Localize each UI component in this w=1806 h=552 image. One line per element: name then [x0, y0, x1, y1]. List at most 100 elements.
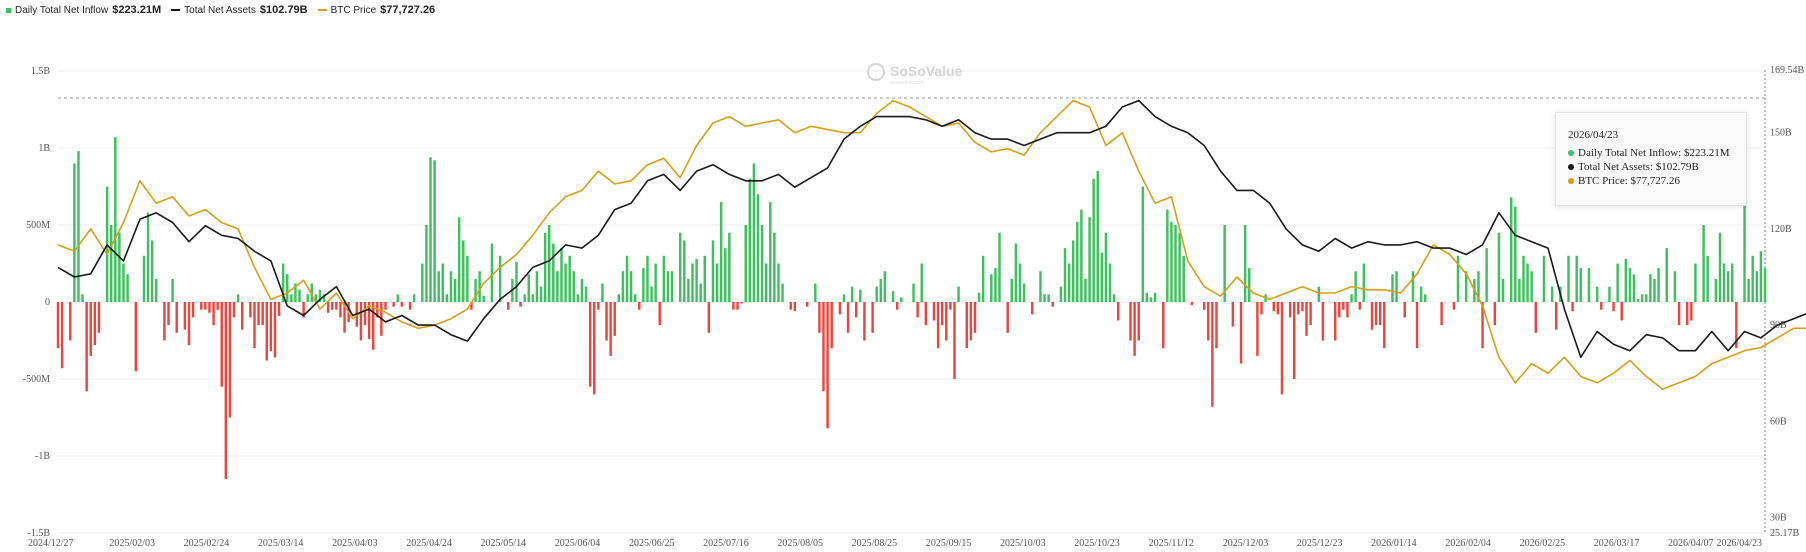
bar — [1378, 302, 1382, 326]
bar — [1088, 217, 1091, 302]
bar — [1022, 283, 1026, 302]
bar — [1718, 232, 1722, 302]
bar — [318, 289, 322, 302]
bar — [588, 302, 592, 387]
bar — [212, 302, 215, 326]
x-tick-label: 2025/02/03 — [109, 538, 155, 549]
bar — [1100, 252, 1104, 302]
bar — [1031, 302, 1034, 315]
bar — [748, 178, 752, 302]
bar — [326, 302, 330, 313]
bar — [232, 302, 236, 318]
bar — [1616, 263, 1619, 302]
bar — [1112, 294, 1116, 302]
bar — [732, 302, 735, 310]
bar — [1419, 286, 1423, 302]
bar — [1645, 294, 1648, 302]
bar — [863, 302, 866, 341]
watermark-sub: sosovalue.com — [890, 80, 923, 86]
bar — [1178, 232, 1181, 302]
bar — [895, 302, 899, 310]
total-net-assets-line — [57, 99, 1806, 359]
tooltip-assets-label: Total Net Assets: $102.79B — [1578, 161, 1699, 173]
x-tick-label: 2025/02/24 — [184, 538, 230, 549]
y-left-tick-label: -1.5B — [28, 528, 51, 539]
bar — [1481, 302, 1484, 349]
bar — [343, 302, 346, 333]
bar — [703, 255, 707, 302]
bar — [920, 263, 923, 302]
bar — [973, 302, 977, 333]
y-left-tick-label: -500M — [23, 374, 50, 385]
bar — [412, 294, 416, 302]
bar — [1677, 302, 1681, 326]
bar — [294, 283, 297, 302]
x-tick-label: 2025/12/23 — [1297, 538, 1343, 549]
bar — [1731, 263, 1734, 302]
bar — [1215, 302, 1218, 349]
legend-item-2[interactable]: BTC Price $77,727.26 — [317, 4, 435, 16]
x-tick-label: 2025/04/03 — [332, 538, 378, 549]
bar — [1411, 271, 1415, 302]
bar — [498, 255, 502, 302]
bar — [1260, 302, 1263, 315]
bar — [1374, 302, 1378, 326]
bar — [163, 302, 166, 341]
bar — [601, 283, 604, 302]
bar — [1415, 302, 1419, 349]
bar — [224, 302, 228, 480]
bar — [1288, 302, 1292, 318]
bar — [228, 302, 232, 418]
bar — [859, 289, 862, 302]
bar — [474, 278, 477, 302]
bar — [744, 225, 747, 302]
bar — [576, 294, 580, 302]
bar — [1321, 302, 1325, 341]
bar — [556, 271, 559, 302]
bar — [990, 274, 993, 302]
x-tick-label: 2025/06/25 — [629, 538, 675, 549]
bar — [826, 302, 829, 429]
bar — [1456, 255, 1460, 302]
tooltip-row-assets: Total Net Assets: $102.79B — [1568, 161, 1746, 173]
bar — [89, 302, 92, 356]
legend-value: $102.79B — [259, 4, 308, 16]
bar — [396, 294, 399, 302]
bar — [527, 274, 530, 302]
x-tick-label: 2025/05/14 — [481, 538, 527, 549]
bar — [1182, 255, 1185, 302]
bar — [572, 271, 576, 302]
bar — [1395, 271, 1398, 302]
bar — [433, 160, 436, 302]
bar — [1440, 302, 1443, 326]
bar — [687, 278, 690, 302]
bar — [683, 240, 686, 302]
legend-item-0[interactable]: Daily Total Net Inflow $223.21M — [6, 4, 161, 16]
bar — [1571, 302, 1574, 312]
bar — [1280, 302, 1284, 395]
bar — [155, 278, 158, 302]
bar — [1751, 255, 1754, 302]
bar — [560, 248, 563, 302]
bar — [1477, 271, 1480, 302]
bar — [552, 243, 555, 302]
bar — [1464, 271, 1468, 302]
bar — [1694, 263, 1697, 302]
legend-item-1[interactable]: Total Net Assets $102.79B — [171, 4, 308, 16]
bar — [1362, 263, 1366, 302]
bar — [1137, 302, 1140, 341]
bar — [793, 302, 797, 312]
bar — [118, 232, 121, 302]
bar — [421, 263, 424, 302]
bar — [1403, 302, 1406, 318]
x-tick-label: 2026/01/14 — [1371, 538, 1417, 549]
bar — [1309, 302, 1312, 326]
bar — [953, 302, 956, 379]
bar — [1624, 258, 1628, 302]
bar — [871, 302, 874, 333]
bar — [150, 240, 154, 302]
bar — [1636, 298, 1640, 302]
bar — [1039, 271, 1042, 302]
assets-dot-icon — [1568, 164, 1574, 170]
bar — [269, 302, 273, 352]
